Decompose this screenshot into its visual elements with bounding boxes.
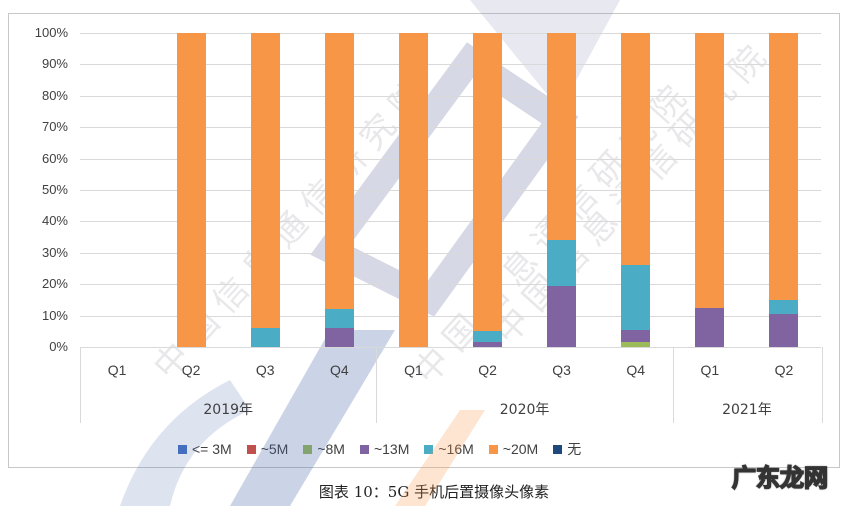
gridline (80, 95, 821, 97)
year-divider (376, 347, 378, 423)
bar-segment (176, 33, 206, 347)
legend-label: ~8M (317, 441, 345, 457)
x-quarter-label: Q2 (478, 362, 497, 378)
legend: <= 3M ~5M ~8M ~13M ~16M ~20M 无 (178, 439, 581, 459)
bar-segment (621, 342, 651, 347)
bar-2020-q3 (547, 33, 577, 347)
legend-label: ~20M (502, 441, 539, 457)
y-tick-label: 30% (41, 244, 68, 260)
x-year-label: 2019年 (203, 402, 254, 418)
gridline (80, 190, 821, 191)
y-tick-label: 70% (41, 119, 68, 135)
x-quarter-label: Q3 (552, 362, 571, 378)
gridline (80, 347, 821, 348)
legend-item: ~5M (246, 439, 289, 459)
bar-2020-q2 (473, 33, 503, 347)
legend-item: ~8M (303, 439, 345, 459)
y-tick-label: 20% (41, 276, 68, 292)
bar-segment (250, 328, 280, 347)
y-tick-label: 50% (41, 182, 68, 197)
gridline (80, 315, 821, 317)
bar-2019-q2 (176, 33, 206, 347)
bar-2019-q1 (103, 33, 132, 347)
bar-2020-q4 (621, 33, 651, 347)
x-quarter-label: Q2 (774, 362, 794, 378)
bar-segment (769, 299, 799, 315)
x-quarter-label: Q1 (700, 362, 720, 378)
bar-2019-q3 (250, 33, 280, 347)
legend-label: ~13M (373, 441, 410, 457)
y-tick-label: 10% (41, 307, 68, 323)
y-tick-label: 90% (41, 56, 68, 72)
gridline (80, 127, 821, 129)
bar-2019-q4 (324, 33, 354, 347)
x-year-label: 2020年 (499, 402, 550, 418)
x-year-label: 2021年 (722, 402, 772, 418)
bar-2021-q2 (769, 33, 799, 347)
y-tick-label: 100% (34, 25, 68, 40)
bar-segment (473, 342, 503, 347)
x-quarter-label: Q4 (330, 362, 349, 378)
gridline (80, 252, 821, 254)
legend-item: ~13M (359, 439, 410, 459)
legend-swatch (246, 444, 256, 454)
gridline (80, 64, 821, 66)
bar-segment (547, 285, 577, 347)
bar-segment (695, 33, 725, 308)
x-quarter-label: Q2 (181, 362, 201, 378)
bar-segment (621, 329, 651, 343)
legend-label: <= 3M (192, 441, 232, 457)
gridline (80, 33, 821, 34)
bar-2021-q1 (695, 33, 725, 347)
legend-label: ~5M (260, 441, 289, 457)
bar-segment (769, 314, 799, 347)
x-quarter-label: Q1 (107, 362, 127, 378)
legend-item: <= 3M (178, 439, 232, 459)
legend-item: 无 (553, 439, 581, 459)
bar-segment (547, 33, 577, 241)
bar-segment (324, 328, 354, 347)
site-logo-watermark: 广东龙网 (731, 463, 829, 493)
bar-segment (324, 309, 354, 329)
y-tick-label: 60% (41, 150, 68, 166)
y-tick-label: 0% (49, 339, 68, 354)
legend-swatch (553, 444, 563, 454)
bar-segment (621, 33, 651, 266)
gridline (80, 221, 821, 223)
y-tick-label: 40% (41, 213, 68, 229)
legend-swatch (178, 444, 187, 454)
bar-segment (398, 33, 428, 347)
legend-label: ~16M (438, 441, 474, 457)
bar-segment (695, 307, 725, 347)
bar-segment (769, 33, 799, 300)
legend-item: ~20M (488, 439, 539, 459)
legend-swatch (359, 444, 369, 454)
bar-segment (473, 331, 503, 343)
bar-segment (547, 240, 577, 286)
legend-item: ~16M (424, 439, 474, 459)
figure-caption: 图表 10：5G 手机后置摄像头像素 (318, 483, 550, 501)
x-quarter-label: Q4 (626, 362, 646, 378)
year-divider (672, 347, 674, 423)
x-quarter-label: Q1 (404, 362, 423, 378)
y-tick-label: 80% (41, 87, 68, 103)
gridline (80, 284, 821, 286)
legend-swatch (488, 444, 498, 454)
bar-segment (250, 33, 280, 329)
x-axis-box (80, 347, 823, 423)
legend-swatch (424, 444, 434, 454)
legend-swatch (303, 444, 313, 454)
bar-segment (324, 33, 354, 310)
legend-label: 无 (567, 441, 582, 457)
gridline (80, 158, 821, 160)
bar-segment (621, 265, 651, 330)
bar-2020-q1 (398, 33, 428, 347)
bar-segment (473, 33, 503, 332)
x-quarter-label: Q3 (255, 362, 275, 378)
